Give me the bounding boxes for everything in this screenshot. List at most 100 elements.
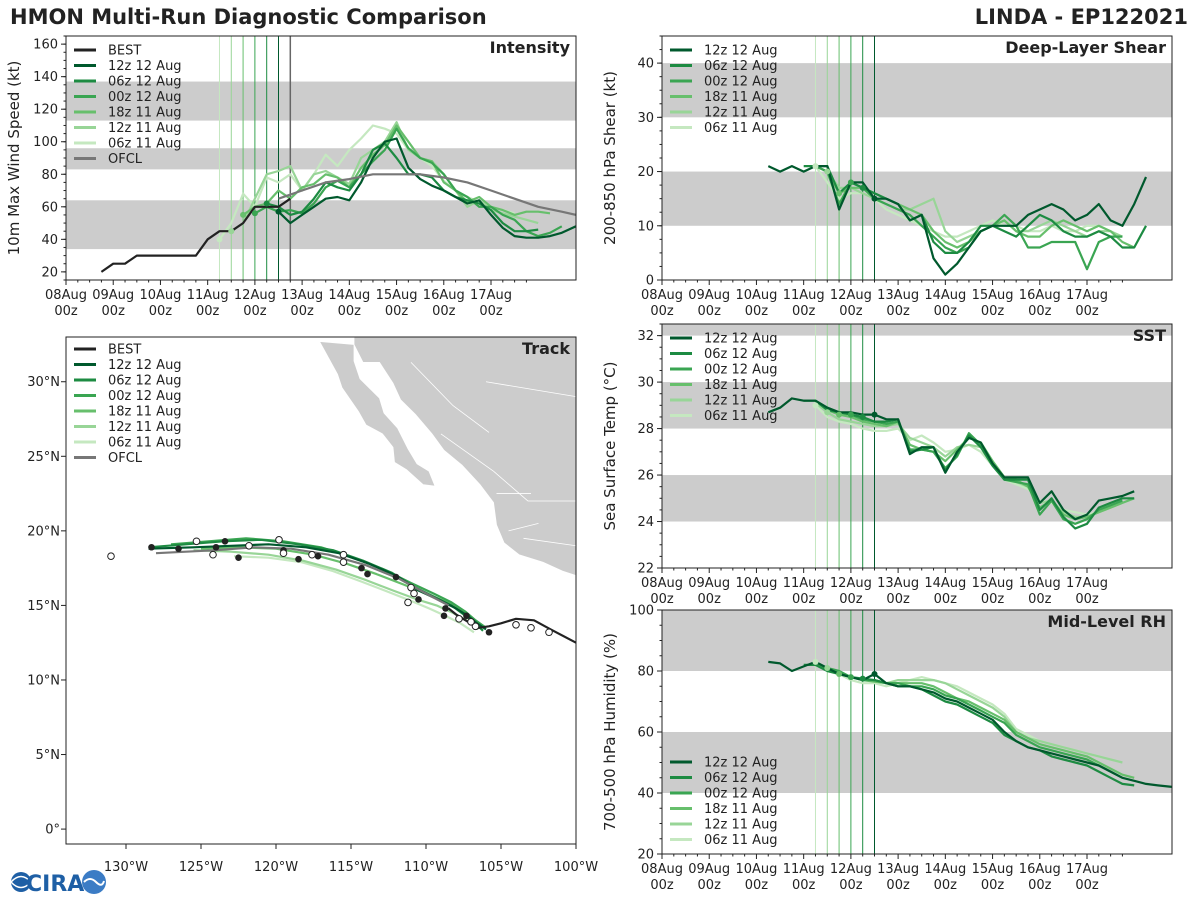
init-marker bbox=[812, 163, 819, 170]
x-tick-label: 11Aug bbox=[783, 862, 825, 877]
x-tick-label: 120°W bbox=[254, 860, 298, 875]
init-marker bbox=[871, 671, 878, 678]
state-border bbox=[485, 381, 576, 398]
shade-band bbox=[66, 200, 576, 250]
series-group bbox=[768, 658, 1172, 788]
x-tick-label: 00z bbox=[102, 304, 126, 319]
x-tick-label: 13Aug bbox=[877, 288, 919, 303]
init-marker bbox=[859, 413, 866, 420]
y-tick-label: 20 bbox=[637, 848, 654, 863]
x-tick-label: 110°W bbox=[404, 860, 448, 875]
legend-label: 00z 12 Aug bbox=[704, 75, 778, 90]
series-line-3 bbox=[254, 127, 563, 238]
x-tick-label: 00z bbox=[432, 304, 456, 319]
series-group bbox=[767, 163, 1148, 276]
x-tick-label: 00z bbox=[149, 304, 173, 319]
series-line-5 bbox=[815, 165, 1123, 244]
track-marker-filled bbox=[415, 596, 422, 603]
x-tick-label: 11Aug bbox=[783, 576, 825, 591]
track-marker-open bbox=[455, 615, 463, 623]
x-tick-label: 09Aug bbox=[688, 576, 730, 591]
x-tick-label: 00z bbox=[1075, 304, 1099, 319]
x-tick-label: 00z bbox=[290, 304, 314, 319]
legend-label: 12z 12 Aug bbox=[108, 59, 182, 74]
logo-wave-icon bbox=[83, 878, 105, 886]
series-line-2 bbox=[803, 399, 1135, 530]
legend-label: 06z 11 Aug bbox=[108, 137, 182, 152]
x-tick-label: 09Aug bbox=[688, 288, 730, 303]
x-tick-label: 17Aug bbox=[1066, 288, 1108, 303]
y-tick-label: 30 bbox=[637, 376, 654, 391]
y-tick-label: 0 bbox=[646, 274, 654, 289]
y-tick-label: 20 bbox=[41, 265, 58, 280]
y-tick-label: 80 bbox=[637, 665, 654, 680]
legend-label: BEST bbox=[108, 343, 141, 358]
track-marker-open bbox=[339, 550, 348, 559]
x-tick-label: 00z bbox=[1028, 304, 1052, 319]
legend-label: 12z 12 Aug bbox=[704, 756, 778, 771]
shade-band bbox=[662, 382, 1172, 429]
shade-band bbox=[662, 610, 1172, 671]
legend-label: 12z 11 Aug bbox=[108, 121, 182, 136]
baja-landmass bbox=[318, 341, 436, 487]
y-tick-label: 22 bbox=[637, 562, 654, 577]
x-tick-label: 13Aug bbox=[877, 576, 919, 591]
y-tick-label: 25°N bbox=[27, 450, 60, 465]
track-marker-open bbox=[407, 583, 415, 592]
track-marker-filled bbox=[175, 545, 182, 553]
track-marker-open bbox=[107, 552, 115, 561]
logo-globe-icon bbox=[11, 872, 31, 892]
logo-emblem-icon bbox=[82, 870, 106, 894]
legend-label: 06z 11 Aug bbox=[108, 436, 182, 451]
x-tick-label: 09Aug bbox=[92, 288, 134, 303]
x-tick-label: 00z bbox=[243, 304, 267, 319]
y-tick-label: 40 bbox=[41, 233, 58, 248]
init-marker bbox=[871, 195, 878, 202]
state-border bbox=[493, 470, 529, 502]
x-tick-label: 00z bbox=[745, 592, 769, 607]
legend-label: 12z 11 Aug bbox=[704, 394, 778, 409]
track-marker-filled bbox=[440, 612, 448, 620]
legend-label: 12z 12 Aug bbox=[704, 44, 778, 59]
x-tick-label: 16Aug bbox=[1019, 576, 1061, 591]
y-tick-label: 40 bbox=[637, 57, 654, 72]
x-tick-label: 00z bbox=[745, 878, 769, 893]
x-tick-label: 00z bbox=[981, 304, 1005, 319]
legend-label: 00z 12 Aug bbox=[108, 389, 182, 404]
x-tick-label: 10Aug bbox=[735, 576, 777, 591]
init-marker bbox=[824, 664, 831, 671]
legend-label: BEST bbox=[108, 44, 141, 59]
x-tick-label: 00z bbox=[745, 304, 769, 319]
x-tick-label: 12Aug bbox=[830, 862, 872, 877]
y-tick-label: 140 bbox=[33, 70, 58, 85]
legend-label: 18z 11 Aug bbox=[108, 405, 182, 420]
y-tick-label: 30 bbox=[637, 111, 654, 126]
track-marker-filled bbox=[392, 573, 400, 581]
x-tick-label: 16Aug bbox=[1019, 288, 1061, 303]
legend-label: 06z 11 Aug bbox=[704, 833, 778, 848]
legend-label: OFCL bbox=[108, 451, 143, 466]
y-tick-label: 10°N bbox=[27, 673, 60, 688]
legend-label: 06z 11 Aug bbox=[704, 409, 778, 424]
series-line-3 bbox=[814, 399, 1123, 525]
y-tick-label: 28 bbox=[637, 422, 654, 437]
cira-logo: CIRA bbox=[6, 866, 106, 898]
init-marker bbox=[275, 208, 282, 215]
track-marker-filled bbox=[442, 605, 449, 612]
intensity-panel: 2040608010012014016008Aug00z09Aug00z10Au… bbox=[5, 35, 577, 319]
init-marker bbox=[824, 168, 831, 175]
track-marker-open bbox=[410, 589, 418, 598]
track-marker-open bbox=[512, 620, 520, 629]
x-tick-label: 12Aug bbox=[830, 288, 872, 303]
shade-band bbox=[662, 324, 1172, 336]
track-marker-filled bbox=[295, 555, 302, 563]
track-marker-open bbox=[527, 623, 535, 632]
y-tick-label: 32 bbox=[637, 329, 654, 344]
x-tick-label: 17Aug bbox=[1066, 862, 1108, 877]
x-tick-label: 13Aug bbox=[281, 288, 323, 303]
x-tick-label: 00z bbox=[1028, 878, 1052, 893]
legend-label: 00z 12 Aug bbox=[704, 363, 778, 378]
legend-label: 18z 11 Aug bbox=[704, 802, 778, 817]
track-marker-open bbox=[279, 549, 288, 558]
